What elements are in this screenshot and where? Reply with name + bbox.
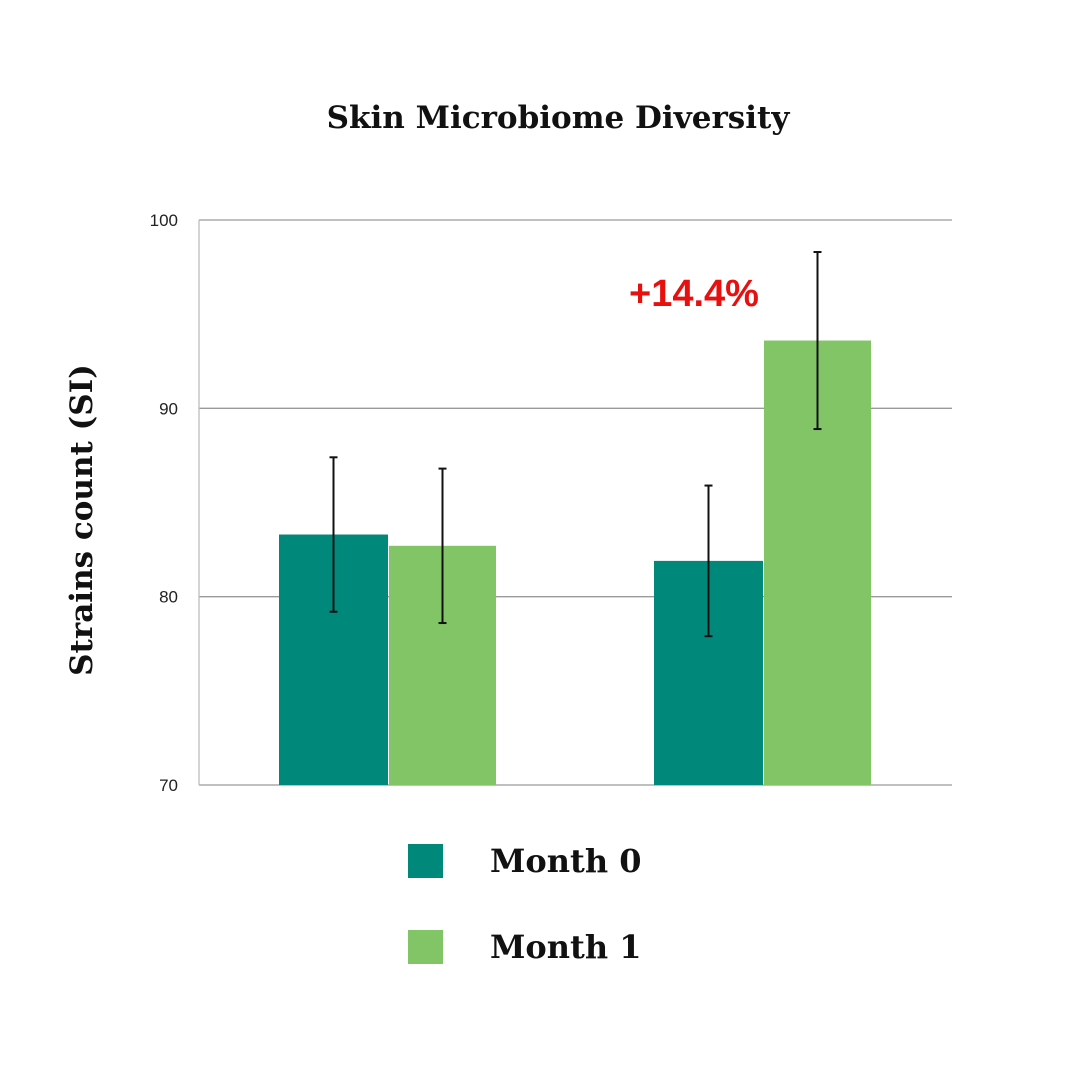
y-tick-label-90: 90 bbox=[159, 399, 178, 418]
legend-swatch-month-1 bbox=[408, 930, 443, 964]
chart-title: Skin Microbiome Diversity bbox=[326, 100, 790, 136]
y-tick-label-80: 80 bbox=[159, 588, 178, 607]
y-tick-label-70: 70 bbox=[159, 776, 178, 795]
annotation-percent-change: +14.4% bbox=[629, 273, 759, 315]
legend-item-month-1: Month 1 bbox=[408, 928, 641, 966]
legend-label-month-0: Month 0 bbox=[490, 842, 642, 880]
legend-item-month-0: Month 0 bbox=[408, 842, 641, 880]
legend-label-month-1: Month 1 bbox=[490, 928, 642, 966]
y-tick-label-100: 100 bbox=[150, 211, 178, 230]
legend-swatch-month-0 bbox=[408, 844, 443, 878]
